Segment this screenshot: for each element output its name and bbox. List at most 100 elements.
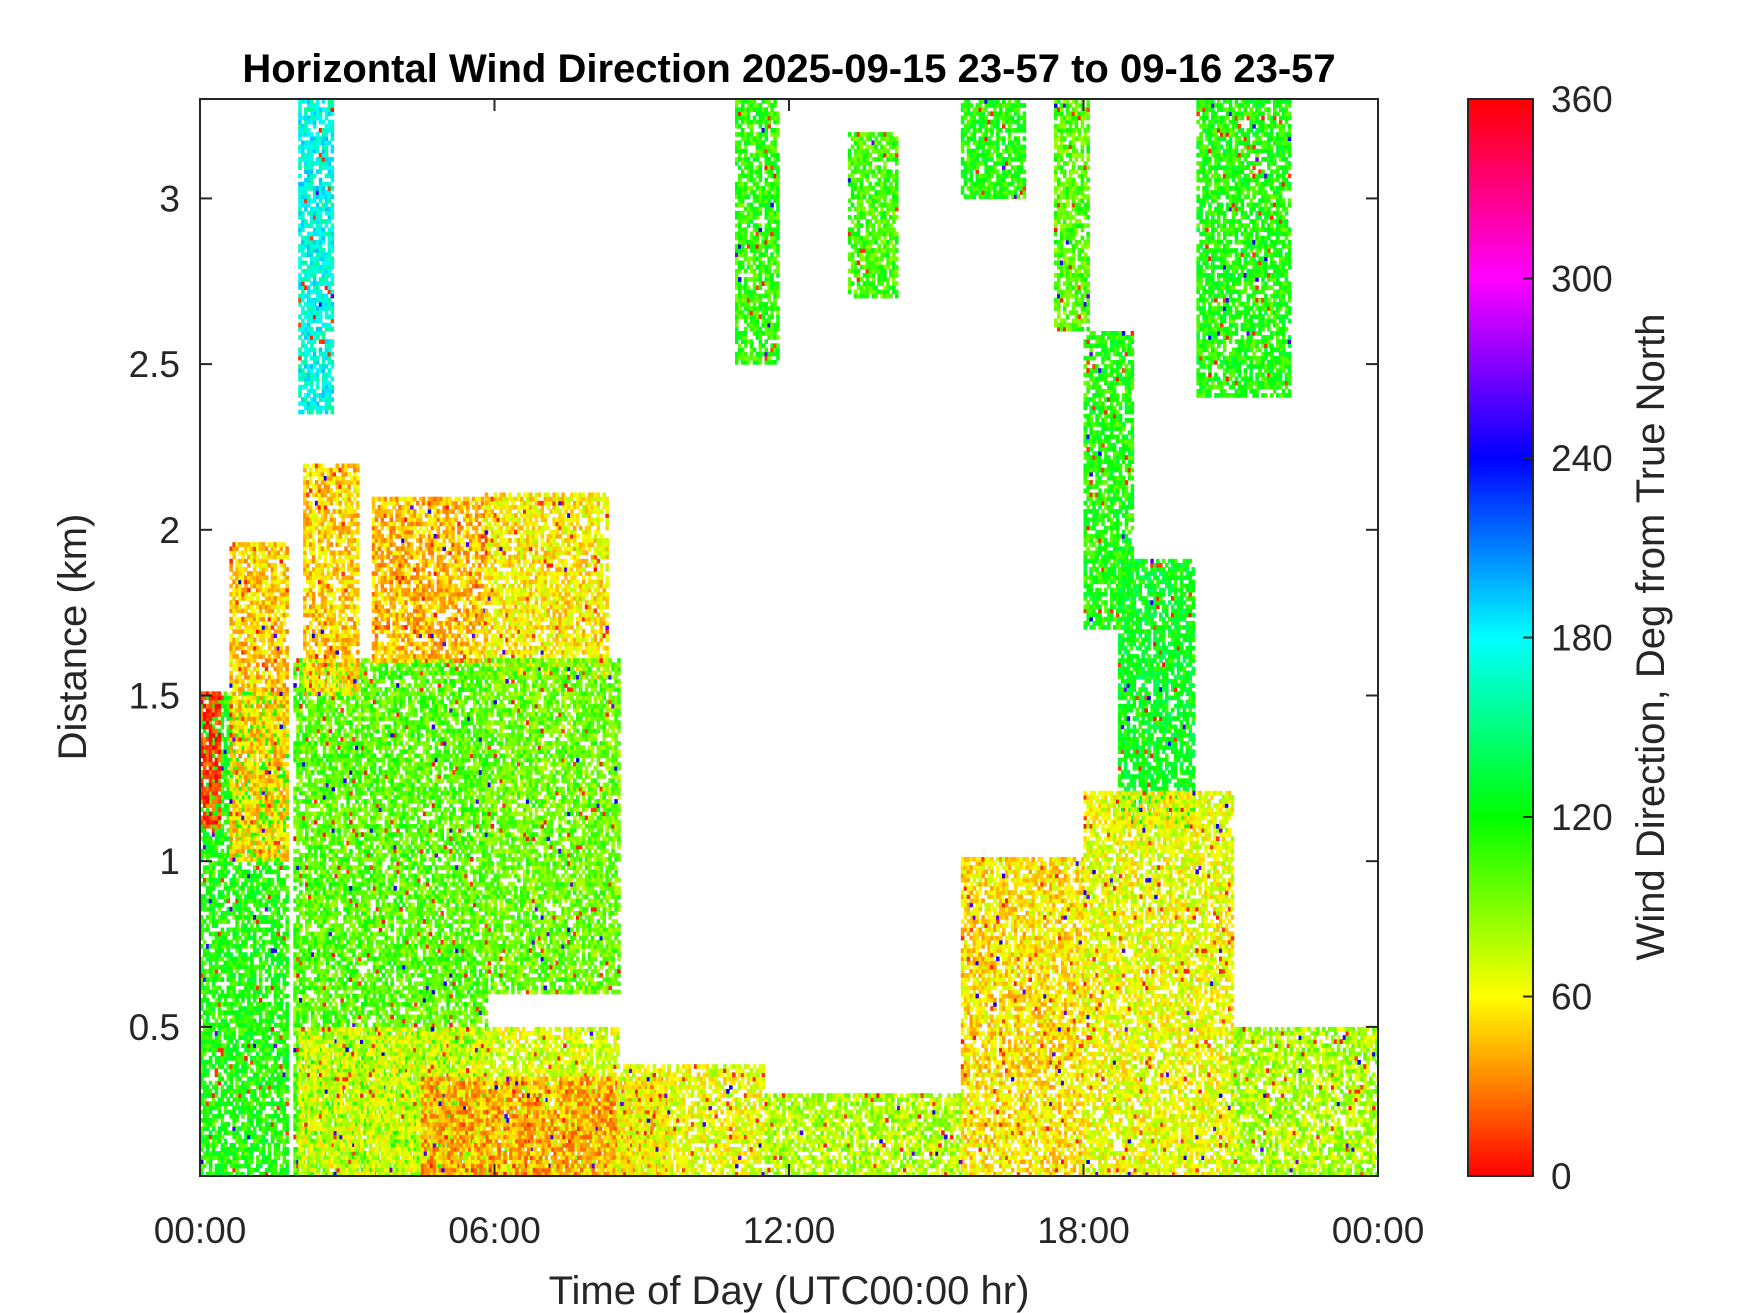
heatmap-cell bbox=[232, 990, 236, 995]
heatmap-cell bbox=[232, 1110, 236, 1115]
heatmap-cell bbox=[285, 1168, 289, 1173]
heatmap-cell bbox=[274, 940, 278, 945]
heatmap-cell bbox=[253, 1048, 257, 1053]
heatmap-cell bbox=[274, 1151, 278, 1156]
heatmap-cell bbox=[229, 733, 233, 738]
heatmap-cell bbox=[227, 1097, 231, 1102]
heatmap-cell bbox=[209, 1168, 213, 1173]
heatmap-cell bbox=[241, 1068, 245, 1073]
heatmap-cell bbox=[268, 1151, 272, 1156]
heatmap-cell bbox=[238, 737, 242, 742]
heatmap-cell bbox=[241, 642, 245, 647]
heatmap-cell bbox=[268, 1168, 272, 1173]
heatmap-cell bbox=[241, 783, 245, 788]
heatmap-cell bbox=[247, 1135, 251, 1140]
heatmap-cell bbox=[274, 936, 278, 941]
heatmap-cell bbox=[262, 1052, 266, 1057]
heatmap-cell bbox=[265, 903, 269, 908]
heatmap-cell bbox=[203, 1114, 207, 1119]
heatmap-cell bbox=[241, 849, 245, 854]
heatmap-cell bbox=[203, 1085, 207, 1090]
heatmap-cell bbox=[221, 716, 225, 721]
heatmap-cell bbox=[247, 1035, 251, 1040]
heatmap-cell bbox=[232, 832, 236, 837]
heatmap-cell bbox=[253, 990, 257, 995]
heatmap-cell bbox=[215, 1143, 219, 1148]
heatmap-cell bbox=[274, 994, 278, 999]
heatmap-cell bbox=[224, 1093, 228, 1098]
heatmap-cell bbox=[253, 1143, 257, 1148]
heatmap-cell bbox=[203, 948, 207, 953]
heatmap-cell bbox=[215, 986, 219, 991]
heatmap-cell bbox=[274, 1130, 278, 1135]
heatmap-cell bbox=[221, 936, 225, 941]
heatmap-cell bbox=[274, 1143, 278, 1148]
heatmap-cell bbox=[229, 832, 233, 837]
heatmap-cell bbox=[244, 609, 248, 614]
heatmap-cell bbox=[280, 865, 284, 870]
heatmap-cell bbox=[253, 981, 257, 986]
heatmap-cell bbox=[244, 791, 248, 796]
heatmap-cell bbox=[241, 662, 245, 667]
heatmap-cell bbox=[230, 1052, 234, 1057]
heatmap-cell bbox=[247, 1027, 251, 1032]
heatmap-cell bbox=[285, 894, 289, 899]
heatmap-cell bbox=[253, 940, 257, 945]
heatmap-cell bbox=[212, 1027, 216, 1032]
heatmap-cell bbox=[227, 932, 231, 937]
heatmap-cell bbox=[274, 1135, 278, 1140]
heatmap-cell bbox=[212, 865, 216, 870]
heatmap-cell bbox=[235, 812, 239, 817]
heatmap-cell bbox=[235, 936, 239, 941]
heatmap-cell bbox=[262, 894, 266, 899]
heatmap-cell bbox=[209, 853, 213, 858]
heatmap-cell bbox=[241, 1139, 245, 1144]
heatmap-cell bbox=[203, 1110, 207, 1115]
heatmap-cell bbox=[280, 940, 284, 945]
heatmap-cell bbox=[203, 870, 207, 875]
heatmap-cell bbox=[235, 807, 239, 812]
heatmap-cell bbox=[274, 932, 278, 937]
heatmap-cell bbox=[256, 994, 260, 999]
heatmap-cell bbox=[221, 1151, 225, 1156]
heatmap-cell bbox=[247, 1048, 251, 1053]
heatmap-cell bbox=[280, 1151, 284, 1156]
heatmap-cell bbox=[209, 1048, 213, 1053]
heatmap-cell bbox=[229, 737, 233, 742]
heatmap-cell bbox=[274, 1155, 278, 1160]
heatmap-cell bbox=[235, 1101, 239, 1106]
heatmap-cell bbox=[274, 1039, 278, 1044]
heatmap-cell bbox=[227, 973, 231, 978]
heatmap-cell bbox=[262, 944, 266, 949]
heatmap-cell bbox=[247, 1164, 251, 1169]
heatmap-cell bbox=[235, 915, 239, 920]
heatmap-cell bbox=[280, 1077, 284, 1082]
heatmap-cell bbox=[241, 592, 245, 597]
heatmap-cell bbox=[274, 1031, 278, 1036]
heatmap-cell bbox=[247, 1147, 251, 1152]
heatmap-cell bbox=[285, 1135, 289, 1140]
heatmap-cell bbox=[285, 1052, 289, 1057]
heatmap-cell bbox=[268, 1043, 272, 1048]
heatmap-cell bbox=[232, 820, 236, 825]
heatmap-cell bbox=[285, 890, 289, 895]
heatmap-cell bbox=[224, 1068, 228, 1073]
heatmap-cell bbox=[274, 1056, 278, 1061]
heatmap-cell bbox=[250, 961, 254, 966]
heatmap-cell bbox=[271, 1019, 275, 1024]
heatmap-cell bbox=[265, 1039, 269, 1044]
heatmap-cell bbox=[212, 1097, 216, 1102]
heatmap-cell bbox=[215, 828, 219, 833]
heatmap-cell bbox=[280, 1085, 284, 1090]
heatmap-cell bbox=[256, 1155, 260, 1160]
heatmap-cell bbox=[247, 915, 251, 920]
heatmap-cell bbox=[262, 1126, 266, 1131]
heatmap-cell bbox=[221, 1043, 225, 1048]
heatmap-cell bbox=[221, 857, 225, 862]
heatmap-cell bbox=[203, 1164, 207, 1169]
heatmap-cell bbox=[247, 957, 251, 962]
heatmap-cell bbox=[271, 1139, 275, 1144]
heatmap-cell bbox=[227, 1110, 231, 1115]
heatmap-cell bbox=[250, 1015, 254, 1020]
heatmap-cell bbox=[235, 712, 239, 717]
